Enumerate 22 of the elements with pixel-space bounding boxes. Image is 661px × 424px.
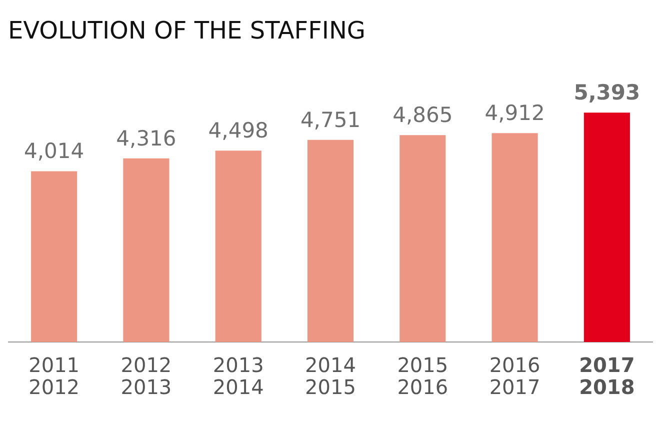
bar [584,112,630,342]
bar [31,171,78,342]
bar [215,150,262,342]
data-label: 4,316 [116,126,176,150]
data-label: 4,912 [484,101,545,126]
bar [123,158,170,342]
x-tick-label: 2011 2012 [28,353,80,400]
data-label: 5,393 [574,80,640,105]
data-label: 4,014 [24,139,84,164]
bar [400,135,446,342]
x-tick-label: 2016 2017 [489,353,540,400]
x-tick-label: 2012 2013 [120,353,172,400]
x-tick-label: 2017 2018 [579,353,635,400]
x-tick-label: 2014 2015 [305,353,356,400]
bar [492,133,538,342]
x-tick-label: 2015 2016 [397,353,448,400]
data-label: 4,751 [300,108,361,132]
chart-title: EVOLUTION OF THE STAFFING [8,16,366,45]
bar [307,140,354,342]
data-label: 4,498 [208,118,268,143]
x-tick-label: 2013 2014 [212,353,264,400]
data-label: 4,865 [392,103,453,128]
